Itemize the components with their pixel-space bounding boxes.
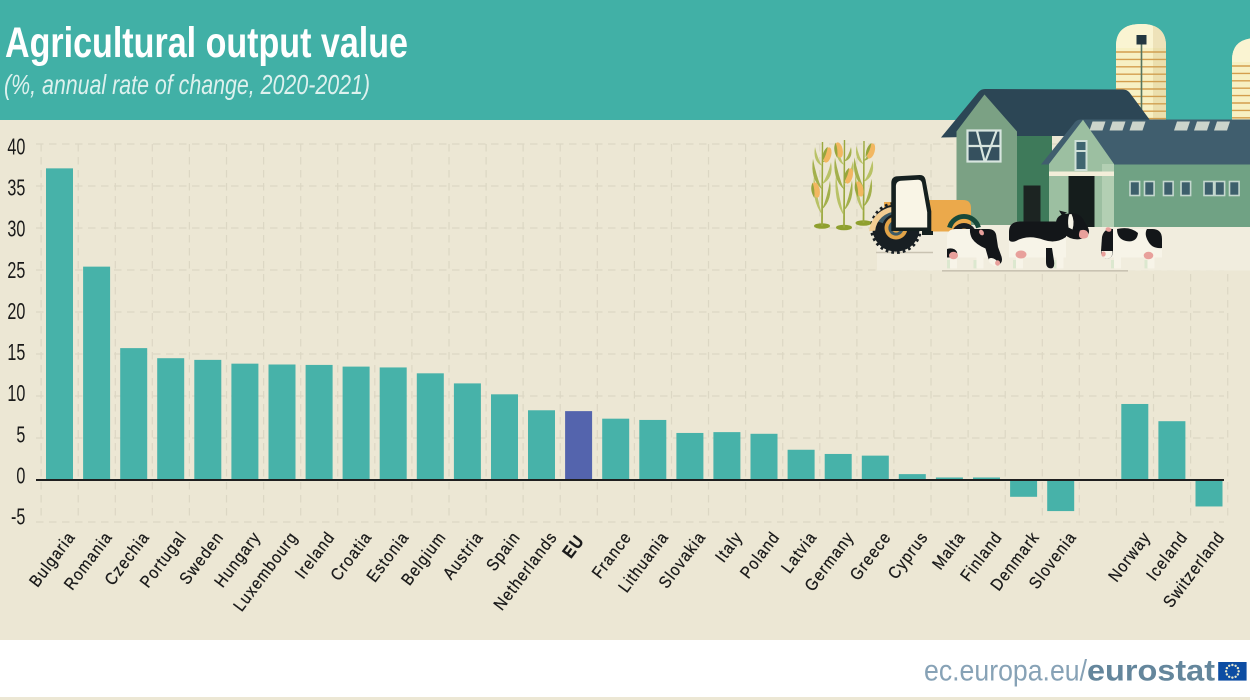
svg-text:35: 35 [7,176,25,201]
svg-text:-5: -5 [11,505,25,530]
svg-text:0: 0 [16,464,25,489]
svg-text:15: 15 [7,340,25,365]
svg-text:40: 40 [7,135,25,160]
svg-text:25: 25 [7,258,25,283]
svg-text:ec.europa.eu/eurostat: ec.europa.eu/eurostat [924,655,1215,688]
svg-text:10: 10 [7,382,25,407]
svg-text:Agricultural output value: Agricultural output value [5,19,408,67]
svg-text:(%, annual rate of change, 202: (%, annual rate of change, 2020-2021) [4,69,370,100]
svg-text:30: 30 [7,217,25,242]
svg-text:20: 20 [7,299,25,324]
svg-text:5: 5 [16,423,25,448]
